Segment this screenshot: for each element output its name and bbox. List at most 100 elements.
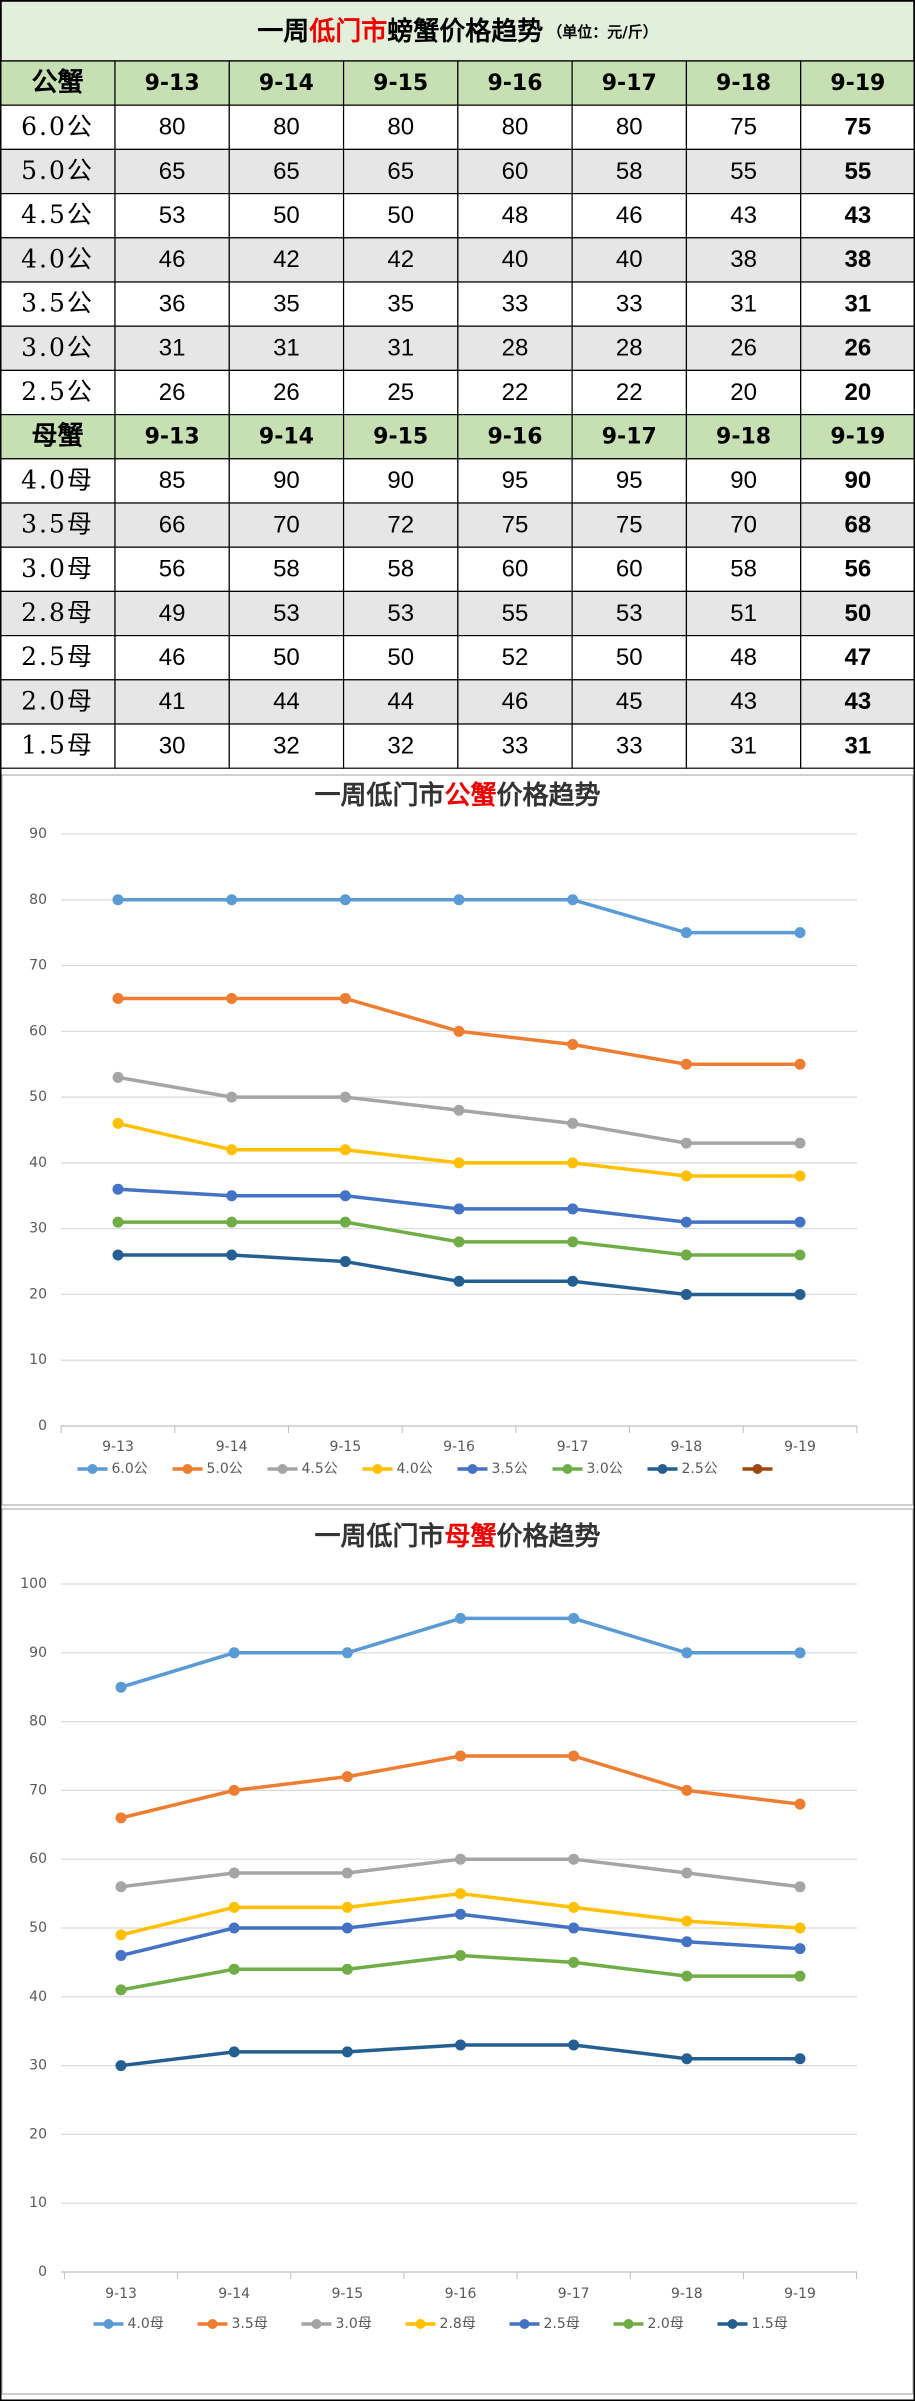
point (568, 2039, 580, 2051)
cell-text: 33 (616, 732, 643, 759)
cell-text: 33 (502, 290, 529, 317)
point (681, 2053, 693, 2065)
point (567, 1117, 579, 1129)
legend-label: 2.8母 (440, 2316, 476, 2332)
chart-frame (1, 774, 914, 1506)
cell-text: 58 (730, 556, 757, 583)
point (453, 1203, 465, 1215)
point (339, 1091, 351, 1103)
cell-text: 3.5公 (21, 289, 94, 318)
cell-text: 50 (273, 202, 300, 229)
point (228, 1922, 240, 1934)
cell (800, 458, 915, 504)
x-tick-label: 9-15 (329, 1439, 361, 1455)
point (341, 1963, 353, 1975)
chart-title: 一周低门市母蟹价格趋势 (314, 1521, 600, 1552)
point (794, 927, 806, 939)
cell (342, 546, 459, 593)
cell-text: 53 (159, 202, 186, 229)
cell-text: 70 (273, 511, 300, 538)
cell (457, 590, 573, 637)
y-tick-label: 40 (29, 1155, 47, 1171)
cell-text: 43 (730, 688, 757, 715)
cell (228, 679, 345, 725)
cell (685, 369, 802, 416)
point (112, 1117, 124, 1129)
cell (457, 281, 573, 327)
point (680, 1216, 692, 1228)
header-text: 9-14 (259, 71, 314, 96)
point (228, 1901, 240, 1913)
point (568, 1612, 580, 1624)
cell (571, 458, 688, 504)
point (226, 1091, 238, 1103)
cell-text: 42 (387, 246, 414, 273)
cell (114, 193, 230, 239)
point (112, 1249, 124, 1261)
cell-text: 31 (387, 335, 414, 362)
x-tick-label: 9-19 (784, 1439, 816, 1455)
cell (571, 193, 688, 239)
cell-text: 58 (616, 158, 643, 185)
y-tick-label: 10 (29, 2195, 47, 2211)
cell-text: 32 (273, 732, 300, 759)
y-tick-label: 30 (29, 2058, 47, 2074)
cell-text: 44 (387, 688, 414, 715)
cell-text: 2.0母 (21, 686, 94, 715)
point (794, 1249, 806, 1261)
y-tick-label: 10 (29, 1352, 47, 1368)
point (681, 1915, 693, 1927)
cell-text: 2.5公 (21, 377, 94, 406)
cell-text: 75 (845, 114, 872, 141)
cell-text: 40 (616, 246, 643, 273)
point (681, 1970, 693, 1982)
cell (114, 723, 230, 769)
point (226, 1190, 238, 1202)
cell (800, 546, 915, 593)
legend-label: 4.0公 (397, 1461, 433, 1477)
point (228, 1867, 240, 1879)
point (226, 894, 238, 906)
legend-marker (277, 1464, 288, 1474)
cell (457, 148, 573, 195)
cell (342, 325, 459, 372)
x-tick-label: 9-17 (557, 1439, 589, 1455)
cell-text: 6.0公 (21, 112, 94, 141)
legend-marker (87, 1464, 98, 1474)
point (339, 1256, 351, 1268)
point (567, 1157, 579, 1169)
legend-marker (657, 1464, 668, 1474)
point (680, 927, 692, 939)
y-tick-label: 30 (29, 1221, 47, 1237)
point (453, 894, 465, 906)
title-part: 公蟹 (444, 780, 496, 811)
legend-label: 6.0公 (112, 1461, 148, 1477)
x-tick-label: 9-14 (218, 2286, 250, 2302)
x-tick-label: 9-13 (105, 2286, 137, 2302)
cell (342, 679, 459, 725)
cell (0, 458, 116, 504)
cell (0, 634, 116, 681)
cell (114, 369, 230, 416)
header-cell (342, 60, 459, 106)
y-tick-label: 70 (29, 1782, 47, 1798)
cell-text: 20 (730, 379, 757, 406)
y-tick-label: 50 (29, 1920, 47, 1936)
point (568, 1901, 580, 1913)
point (455, 1750, 466, 1762)
cell-text: 65 (273, 158, 300, 185)
cell-text: 68 (845, 511, 872, 538)
cell-text: 56 (159, 556, 186, 583)
legend-label: 3.5公 (492, 1461, 528, 1477)
cell-text: 1.5母 (21, 731, 94, 760)
cell (685, 104, 802, 150)
legend-label: 3.0公 (587, 1461, 623, 1477)
cell-text: 58 (273, 556, 300, 583)
point (567, 894, 579, 906)
cell-text: 55 (502, 600, 529, 627)
cell-text: 22 (502, 379, 529, 406)
cell-text: 80 (387, 114, 414, 141)
title-part: 价格趋势 (497, 780, 601, 811)
cell (800, 148, 915, 195)
